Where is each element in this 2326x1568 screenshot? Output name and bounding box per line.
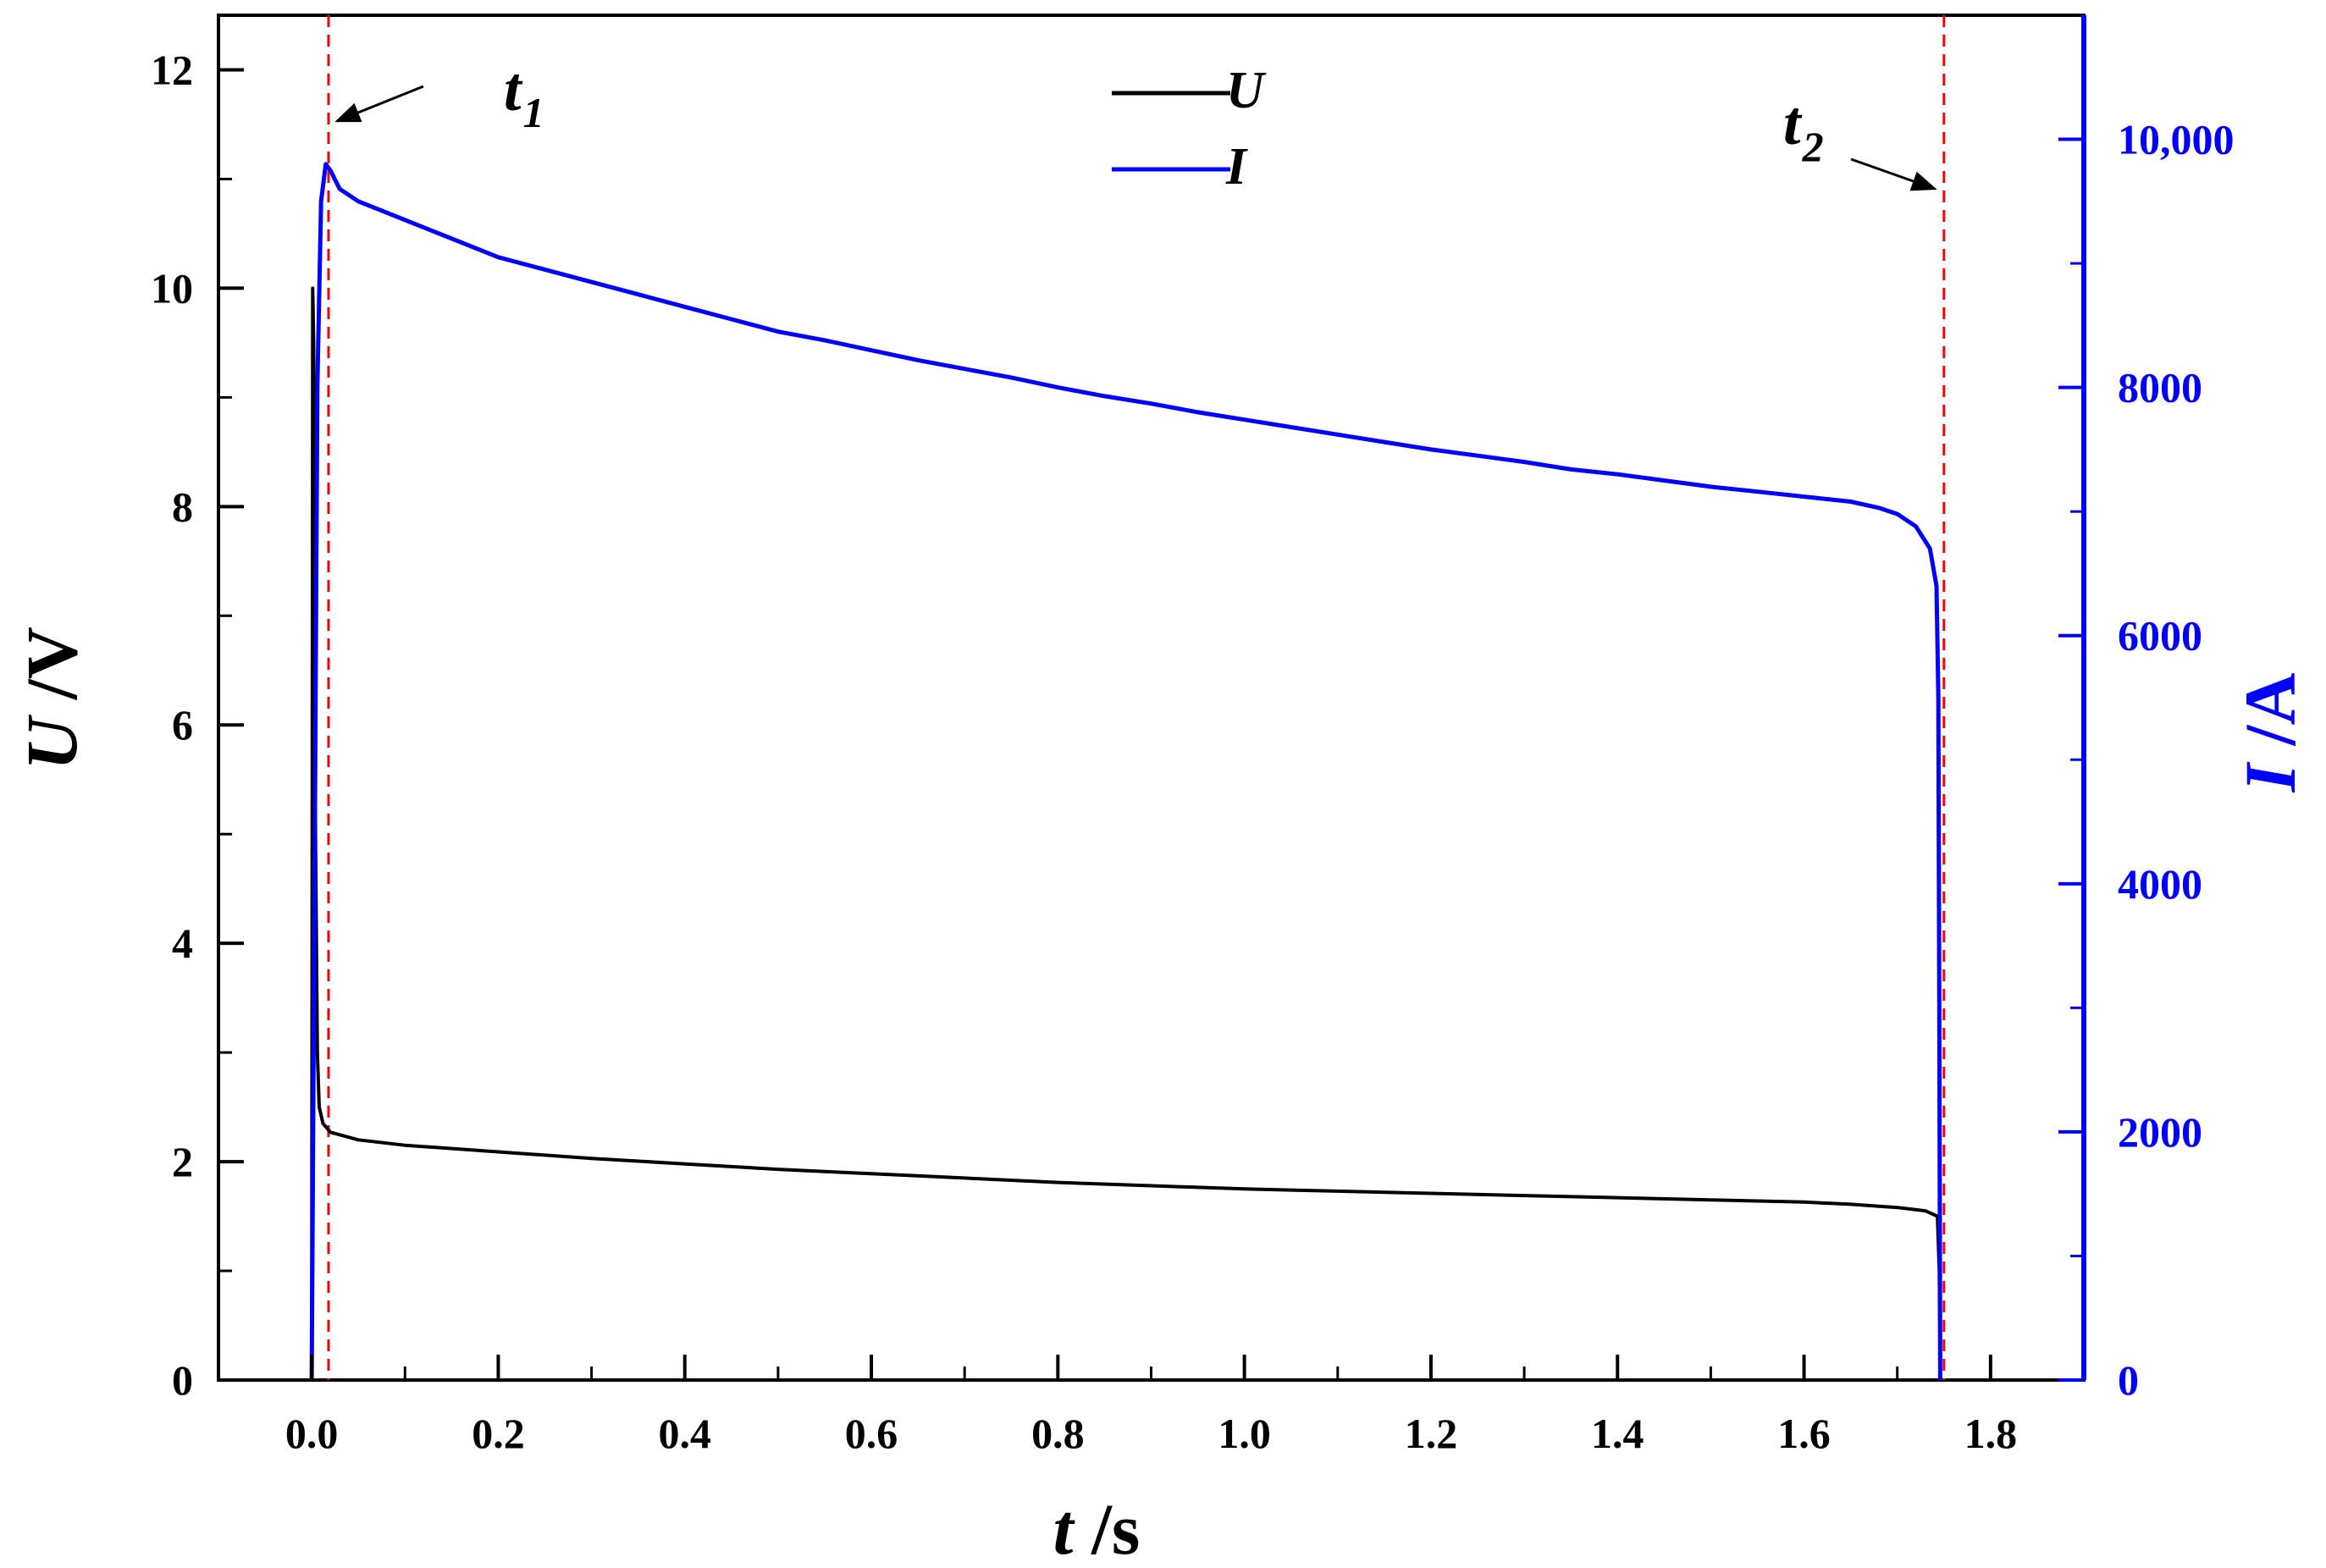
y-right-tick-label: 2000 xyxy=(2118,1108,2202,1156)
x-tick-label: 1.2 xyxy=(1405,1410,1458,1457)
x-tick-label: 0.4 xyxy=(659,1410,712,1457)
y-right-axis: 0 2000 4000 6000 8000 10,000 xyxy=(2058,116,2235,1404)
y-left-tick-label: 0 xyxy=(172,1356,193,1404)
series-layer xyxy=(309,162,1942,1381)
x-axis-title: t /s xyxy=(1053,1488,1141,1568)
x-tick-label: 1.4 xyxy=(1591,1410,1644,1457)
t2-annotation: t2 xyxy=(1783,89,1937,191)
t2-arrow xyxy=(1850,157,1937,191)
x-tick-label: 1.6 xyxy=(1777,1410,1831,1457)
t1-label: t1 xyxy=(504,55,544,136)
legend-u-label: U xyxy=(1226,62,1267,119)
y-left-tick-label: 6 xyxy=(172,701,193,748)
y-left-tick-label: 10 xyxy=(151,264,193,312)
legend-i-label: I xyxy=(1225,138,1248,196)
y-right-tick-label: 0 xyxy=(2118,1356,2139,1404)
x-axis-unit: /s xyxy=(1074,1488,1141,1568)
y-right-tick-label: 4000 xyxy=(2118,860,2202,908)
y-left-tick-label: 4 xyxy=(172,919,193,967)
t2-symbol: t xyxy=(1783,89,1803,158)
x-tick-label: 0.8 xyxy=(1031,1410,1085,1457)
y-left-axis-title: U /V xyxy=(11,627,92,770)
y-left-tick-label: 2 xyxy=(172,1138,193,1185)
legend: U I xyxy=(1112,62,1267,196)
series-line-I xyxy=(309,162,1942,1381)
t2-label: t2 xyxy=(1783,89,1824,170)
x-tick-label: 0.2 xyxy=(472,1410,525,1457)
t2-subscript: 2 xyxy=(1802,123,1824,170)
y-right-axis-unit: /A xyxy=(2229,673,2311,765)
t1-annotation: t1 xyxy=(334,55,544,136)
x-axis-symbol: t xyxy=(1053,1488,1076,1568)
x-tick-label: 0.0 xyxy=(285,1410,339,1457)
x-axis: 0.0 0.2 0.4 0.6 0.8 1.0 1.2 1.4 1.6 1.8 xyxy=(285,1355,2017,1457)
y-right-axis-title: I /A xyxy=(2229,673,2311,793)
x-tick-label: 1.8 xyxy=(1964,1410,2018,1457)
y-left-tick-label: 8 xyxy=(172,483,193,530)
y-right-tick-label: 8000 xyxy=(2118,364,2202,411)
x-tick-label: 0.6 xyxy=(845,1410,898,1457)
y-left-axis: 0 2 4 6 8 10 12 xyxy=(151,46,244,1404)
x-tick-label: 1.0 xyxy=(1218,1410,1271,1457)
y-right-axis-symbol: I xyxy=(2229,761,2311,792)
series-line-U xyxy=(310,286,1942,1381)
y-left-axis-unit: /V xyxy=(11,627,92,718)
t1-subscript: 1 xyxy=(523,89,544,136)
y-right-tick-label: 6000 xyxy=(2118,612,2202,660)
plot-area xyxy=(217,14,2086,1382)
marker-lines xyxy=(327,15,1946,1380)
t1-arrow xyxy=(334,85,424,123)
plot-frame xyxy=(217,14,2086,1382)
t1-symbol: t xyxy=(504,55,523,124)
y-left-axis-symbol: U xyxy=(11,715,92,770)
y-left-tick-label: 12 xyxy=(151,46,193,93)
y-right-tick-label: 10,000 xyxy=(2118,116,2235,163)
